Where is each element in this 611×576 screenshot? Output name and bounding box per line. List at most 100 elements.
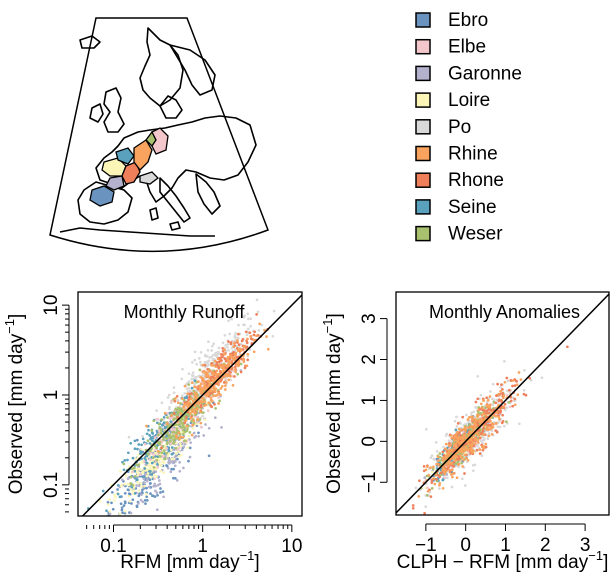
data-point [121,511,124,515]
data-point [451,475,454,479]
data-point [196,387,200,391]
data-point [123,491,127,495]
data-point [458,437,462,441]
data-point [180,397,184,400]
data-point [237,323,240,327]
data-point [470,431,473,434]
data-point [529,378,533,382]
data-point [228,332,232,336]
data-point [119,531,122,534]
data-point [246,352,250,356]
data-point [441,456,445,460]
data-point [202,369,206,373]
legend: Ebro Elbe Garonne Loire Po Rhine Rhone Seine Wes… [415,10,522,245]
data-point [170,399,173,403]
data-point [427,473,431,477]
data-point [210,361,213,365]
data-point [411,504,415,507]
data-point [182,466,185,470]
data-point [133,492,137,495]
data-point [131,483,135,487]
data-point [463,472,466,475]
data-point [176,401,180,405]
data-point [463,453,467,457]
data-point [210,355,213,359]
data-point [448,468,452,472]
data-point [486,426,489,429]
data-point [92,517,95,520]
data-point [501,413,504,417]
data-point [213,359,217,363]
data-point [176,416,180,419]
data-point [182,398,186,402]
data-point [467,433,470,437]
data-point [231,351,235,355]
data-point [472,434,475,438]
legend-swatch-ebro [415,12,431,28]
data-point [517,422,521,426]
data-point [150,429,154,432]
data-point [203,363,207,367]
data-point [422,465,426,468]
data-point [528,376,532,380]
data-point [226,342,230,346]
data-point [108,512,112,516]
data-point [252,350,256,354]
data-point [162,418,165,421]
data-point [469,415,473,419]
data-point [252,333,256,337]
data-point [212,388,216,391]
basin-po [139,171,159,185]
data-point [511,379,515,382]
data-point [187,434,191,438]
data-point [223,357,227,360]
data-point [179,453,183,457]
data-point [255,334,258,338]
data-point [198,387,202,391]
data-point [144,492,148,496]
data-point [432,457,436,461]
data-point [464,422,468,426]
series-rhine [145,322,270,453]
coastline [59,27,257,237]
data-point [213,416,217,419]
data-point [123,500,127,504]
data-point [219,353,223,356]
data-point [183,391,187,395]
data-point [484,406,487,410]
data-point [255,313,258,316]
data-point [128,492,132,496]
data-point [131,456,135,460]
data-point [145,461,149,465]
data-point [118,469,122,473]
basin-shapes [89,127,169,207]
data-point [477,408,480,412]
data-point [499,406,502,410]
data-point [425,465,429,469]
data-point [436,459,440,462]
data-point [496,382,499,386]
data-point [441,450,445,454]
data-point [213,403,216,406]
data-point [505,420,508,424]
y-axis-label: Observed [mm day−1] [320,313,345,494]
data-point [160,451,164,455]
data-point [207,359,211,363]
data-point [146,452,150,456]
data-point [187,417,191,421]
data-point [148,441,152,445]
data-point [143,442,147,446]
data-point [434,441,438,444]
data-point [473,442,477,446]
data-point [487,434,491,438]
data-point [461,447,464,450]
data-point [195,362,199,366]
data-point [142,475,146,479]
data-point [206,392,210,396]
data-point [150,473,154,476]
data-point [482,444,486,448]
data-point [188,390,192,394]
data-point [443,467,447,471]
data-point [201,363,205,367]
data-point [463,436,467,439]
